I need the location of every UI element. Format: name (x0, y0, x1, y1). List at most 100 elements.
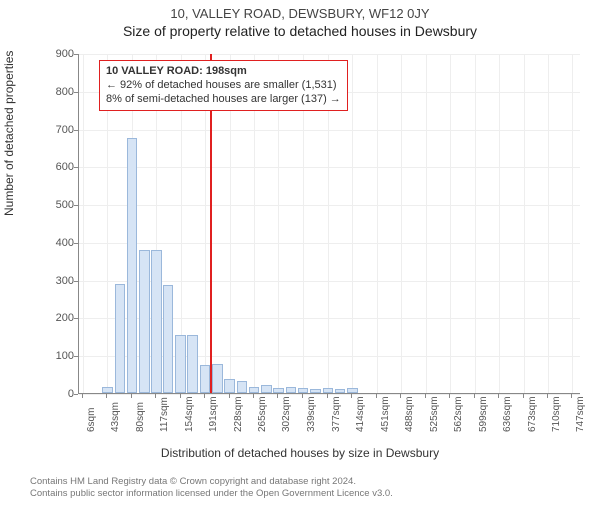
y-tick-label: 600 (44, 161, 74, 173)
histogram-bar (273, 388, 284, 393)
y-tick-label: 800 (44, 86, 74, 98)
histogram-bar (102, 387, 113, 393)
x-tick-mark (302, 394, 303, 398)
x-tick-label: 302sqm (281, 396, 292, 432)
x-tick-label: 636sqm (502, 396, 513, 432)
y-tick-label: 100 (44, 350, 74, 362)
x-tick-mark (474, 394, 475, 398)
histogram-bar (298, 388, 309, 393)
y-tick-mark (74, 243, 78, 244)
y-tick-label: 0 (44, 388, 74, 400)
y-tick-label: 700 (44, 124, 74, 136)
x-tick-label: 599sqm (478, 396, 489, 432)
histogram-bar (139, 250, 150, 393)
x-tick-mark (229, 394, 230, 398)
footer-line2: Contains public sector information licen… (30, 488, 393, 500)
x-tick-mark (131, 394, 132, 398)
histogram-bar (261, 385, 272, 393)
x-tick-label: 228sqm (233, 396, 244, 432)
x-tick-mark (327, 394, 328, 398)
title-address: 10, VALLEY ROAD, DEWSBURY, WF12 0JY (0, 6, 600, 21)
histogram-bar (187, 335, 198, 393)
x-tick-label: 747sqm (575, 396, 586, 432)
x-tick-mark (351, 394, 352, 398)
x-tick-label: 265sqm (257, 396, 268, 432)
y-tick-mark (74, 281, 78, 282)
x-tick-label: 673sqm (527, 396, 538, 432)
x-tick-label: 488sqm (404, 396, 415, 432)
x-axis-label: Distribution of detached houses by size … (0, 446, 600, 460)
x-tick-mark (277, 394, 278, 398)
y-tick-mark (74, 167, 78, 168)
x-tick-mark (253, 394, 254, 398)
x-tick-label: 451sqm (380, 396, 391, 432)
y-tick-mark (74, 130, 78, 131)
histogram-bar (127, 138, 138, 393)
x-tick-label: 525sqm (429, 396, 440, 432)
x-tick-mark (82, 394, 83, 398)
callout-line2: ← 92% of detached houses are smaller (1,… (106, 79, 341, 93)
gridline-v (401, 54, 402, 393)
x-tick-label: 191sqm (208, 396, 219, 432)
gridline-v (450, 54, 451, 393)
histogram-bar (249, 387, 260, 393)
plot-area: 10 VALLEY ROAD: 198sqm← 92% of detached … (78, 54, 580, 394)
histogram-bar (175, 335, 186, 393)
x-tick-label: 117sqm (159, 397, 170, 432)
gridline-h (79, 205, 580, 206)
y-tick-label: 400 (44, 237, 74, 249)
x-tick-mark (204, 394, 205, 398)
gridline-v (499, 54, 500, 393)
footer-attribution: Contains HM Land Registry data © Crown c… (30, 476, 393, 500)
gridline-h (79, 167, 580, 168)
histogram-bar (286, 387, 297, 393)
y-tick-mark (74, 54, 78, 55)
gridline-h (79, 130, 580, 131)
title-subtitle: Size of property relative to detached ho… (0, 23, 600, 39)
x-tick-label: 414sqm (355, 396, 366, 432)
y-tick-label: 300 (44, 275, 74, 287)
y-tick-mark (74, 205, 78, 206)
histogram-bar (151, 250, 162, 393)
histogram-bar (310, 389, 321, 393)
footer-line1: Contains HM Land Registry data © Crown c… (30, 476, 393, 488)
histogram-bar (347, 388, 358, 393)
histogram-bar (224, 379, 235, 393)
y-tick-label: 900 (44, 48, 74, 60)
x-tick-mark (523, 394, 524, 398)
x-tick-mark (376, 394, 377, 398)
histogram-bar (237, 381, 248, 393)
x-tick-label: 339sqm (306, 396, 317, 432)
y-axis-label: Number of detached properties (2, 51, 16, 216)
gridline-v (83, 54, 84, 393)
histogram-bar (163, 285, 174, 393)
x-tick-mark (571, 394, 572, 398)
x-tick-mark (180, 394, 181, 398)
gridline-v (426, 54, 427, 393)
gridline-v (352, 54, 353, 393)
histogram-bar (323, 388, 334, 393)
y-tick-mark (74, 318, 78, 319)
gridline-v (475, 54, 476, 393)
x-tick-mark (155, 394, 156, 398)
histogram-bar (335, 389, 346, 393)
gridline-v (524, 54, 525, 393)
x-tick-mark (400, 394, 401, 398)
x-tick-label: 154sqm (184, 396, 195, 432)
gridline-h (79, 54, 580, 55)
gridline-v (548, 54, 549, 393)
gridline-v (377, 54, 378, 393)
x-tick-mark (449, 394, 450, 398)
x-tick-mark (106, 394, 107, 398)
x-tick-mark (547, 394, 548, 398)
gridline-v (572, 54, 573, 393)
callout-header: 10 VALLEY ROAD: 198sqm (106, 65, 341, 79)
histogram-bar (212, 364, 223, 393)
chart: 10 VALLEY ROAD: 198sqm← 92% of detached … (50, 54, 580, 424)
callout-line3: 8% of semi-detached houses are larger (1… (106, 93, 341, 107)
y-tick-mark (74, 356, 78, 357)
y-tick-label: 200 (44, 312, 74, 324)
y-tick-mark (74, 92, 78, 93)
gridline-h (79, 243, 580, 244)
callout-box: 10 VALLEY ROAD: 198sqm← 92% of detached … (99, 60, 348, 111)
